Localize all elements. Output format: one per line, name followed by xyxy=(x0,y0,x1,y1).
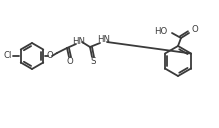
Text: O: O xyxy=(67,57,73,67)
Text: O: O xyxy=(47,51,53,61)
Text: O: O xyxy=(192,25,199,35)
Text: Cl: Cl xyxy=(3,51,12,61)
Text: HN: HN xyxy=(72,36,85,45)
Text: S: S xyxy=(90,57,96,67)
Text: HO: HO xyxy=(154,28,167,36)
Text: HN: HN xyxy=(97,35,111,45)
